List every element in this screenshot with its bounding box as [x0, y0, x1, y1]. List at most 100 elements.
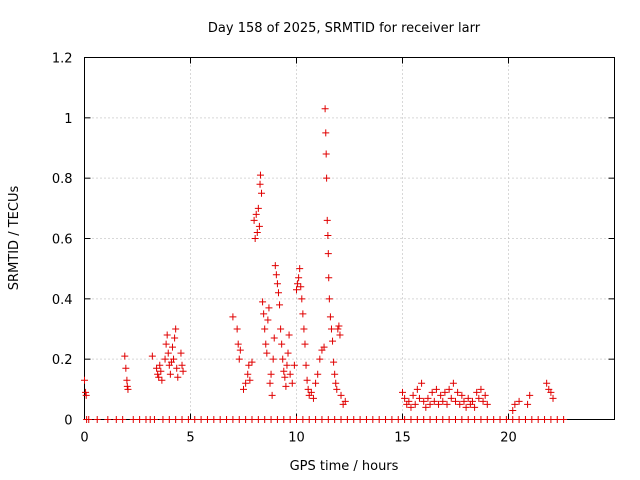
y-tick-label: 1.2	[52, 52, 73, 67]
data-point	[280, 367, 288, 375]
data-point	[521, 416, 529, 423]
data-point	[234, 340, 242, 348]
data-point	[297, 283, 305, 291]
data-point	[172, 325, 180, 333]
data-point	[330, 358, 338, 366]
data-point	[324, 231, 332, 239]
data-point	[300, 325, 308, 333]
data-point	[475, 394, 483, 402]
data-point	[312, 416, 320, 423]
data-point	[560, 416, 568, 423]
data-point	[290, 361, 298, 369]
data-point	[541, 416, 549, 423]
data-point	[81, 376, 88, 384]
data-point	[301, 340, 309, 348]
data-point	[515, 397, 523, 405]
data-point	[256, 180, 264, 188]
data-point	[509, 406, 517, 414]
data-point	[304, 385, 312, 393]
y-axis-label: SRMTID / TECUs	[7, 186, 22, 291]
y-tick-label: 0.6	[52, 233, 73, 248]
data-point	[356, 416, 364, 423]
data-point	[362, 416, 370, 423]
data-point	[233, 325, 241, 333]
data-point	[253, 228, 261, 236]
data-point	[276, 301, 284, 309]
data-point	[326, 313, 334, 321]
data-point	[129, 416, 137, 423]
data-point	[244, 370, 252, 378]
data-point	[229, 313, 237, 321]
data-point	[418, 379, 426, 387]
data-point	[298, 295, 306, 303]
data-point	[216, 416, 224, 423]
grid-layer	[84, 57, 615, 420]
data-point	[405, 397, 413, 405]
data-point	[524, 400, 532, 408]
data-point	[534, 416, 542, 423]
data-point	[458, 391, 466, 399]
data-point	[240, 385, 247, 393]
data-point	[285, 331, 293, 339]
data-point	[246, 376, 254, 384]
data-point	[242, 416, 250, 423]
data-point	[254, 416, 262, 423]
data-point	[173, 364, 181, 372]
data-point	[399, 388, 406, 396]
data-point	[329, 337, 337, 345]
data-point	[104, 416, 112, 423]
data-point	[449, 379, 457, 387]
data-point	[286, 416, 294, 423]
data-point	[471, 416, 479, 423]
data-point	[316, 355, 324, 363]
data-point	[547, 388, 555, 396]
data-point	[299, 310, 307, 318]
data-point	[458, 416, 466, 423]
x-tick-label: 0	[80, 431, 88, 446]
data-point	[302, 361, 310, 369]
data-point	[341, 397, 349, 405]
data-point	[166, 370, 174, 378]
data-point	[163, 331, 171, 339]
data-point	[245, 361, 253, 369]
ticks-layer: 0 5 10 15 20 0 0.2 0.4 0.6 0.8 1 1.2	[52, 52, 615, 446]
data-point	[242, 379, 250, 387]
data-point	[411, 400, 419, 408]
data-point	[420, 416, 428, 423]
data-point	[553, 416, 561, 423]
data-point	[462, 403, 470, 411]
y-tick-label: 0	[64, 414, 72, 429]
data-point	[85, 416, 93, 423]
data-point	[168, 343, 176, 351]
data-point	[430, 397, 438, 405]
data-point	[178, 361, 186, 369]
data-point	[293, 416, 300, 423]
data-point	[254, 204, 262, 212]
data-point	[314, 370, 322, 378]
data-point	[526, 391, 534, 399]
data-point	[235, 355, 243, 363]
data-point	[236, 346, 244, 354]
data-point	[191, 416, 199, 423]
data-point	[174, 373, 182, 381]
data-point	[511, 400, 519, 408]
x-tick-label: 20	[500, 431, 517, 446]
data-point	[528, 416, 536, 423]
data-point	[437, 391, 445, 399]
data-point	[262, 340, 270, 348]
data-point	[265, 304, 273, 312]
data-point	[443, 400, 451, 408]
data-point	[268, 391, 276, 399]
data-point	[158, 376, 166, 384]
data-point	[324, 416, 332, 423]
data-point	[263, 349, 271, 357]
data-point	[331, 416, 339, 423]
y-tick-label: 0.8	[52, 172, 73, 187]
data-point	[264, 316, 272, 324]
data-point	[293, 286, 300, 294]
data-point	[318, 416, 326, 423]
data-point	[266, 379, 274, 387]
data-point	[155, 373, 163, 381]
data-point	[321, 105, 329, 113]
data-point	[255, 222, 263, 230]
